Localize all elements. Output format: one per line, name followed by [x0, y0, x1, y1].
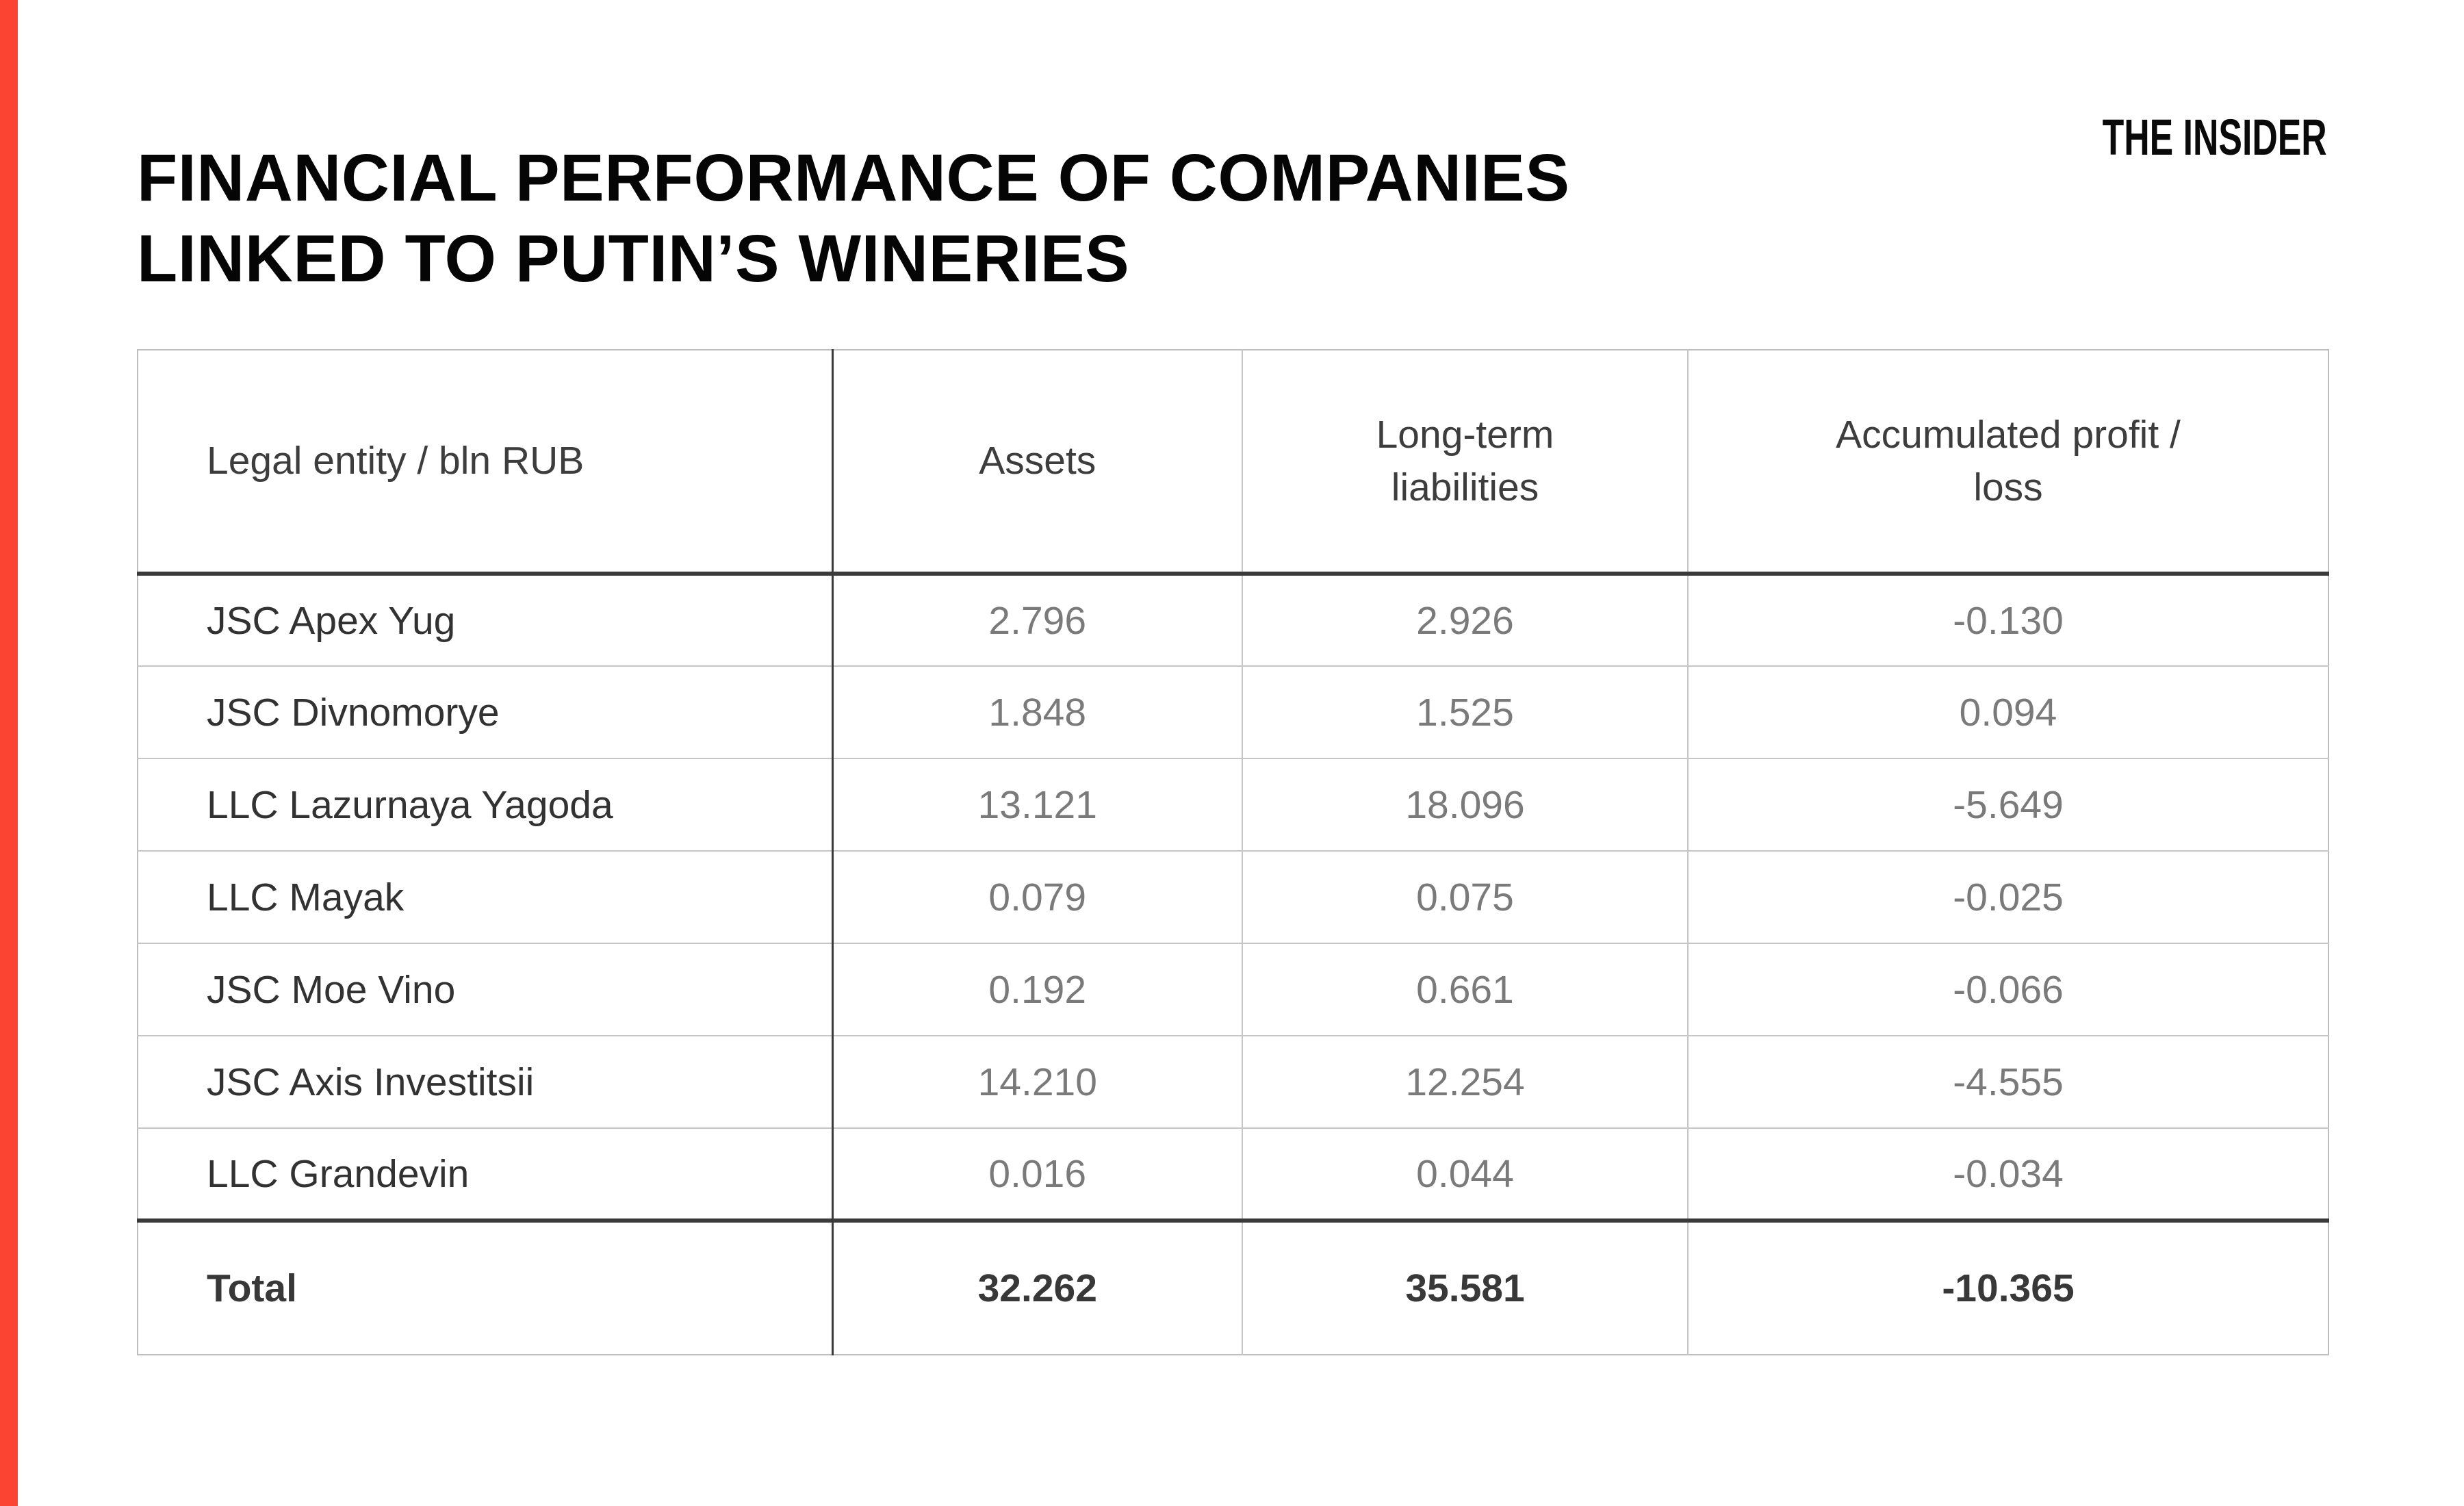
- assets-cell: 1.848: [832, 666, 1243, 759]
- profit-cell: -4.555: [1688, 1036, 2328, 1129]
- liabilities-cell: 0.075: [1242, 851, 1689, 944]
- total-row: Total 32.262 35.581 -10.365: [138, 1221, 2328, 1355]
- profit-cell: -0.130: [1688, 574, 2328, 667]
- profit-cell: -0.025: [1688, 851, 2328, 944]
- entity-cell: LLC Lazurnaya Yagoda: [138, 758, 834, 852]
- entity-cell: LLC Grandevin: [138, 1128, 834, 1223]
- assets-cell: 13.121: [832, 758, 1243, 852]
- liabilities-cell: 1.525: [1242, 666, 1689, 759]
- table-row: LLC Grandevin 0.016 0.044 -0.034: [138, 1128, 2328, 1223]
- financials-table: Legal entity / bln RUB Assets Long-term …: [137, 349, 2329, 1355]
- entity-cell: JSC Axis Investitsii: [138, 1036, 834, 1129]
- table-row: JSC Divnomorye 1.848 1.525 0.094: [138, 666, 2328, 759]
- profit-cell: -0.066: [1688, 943, 2328, 1036]
- table-row: JSC Axis Investitsii 14.210 12.254 -4.55…: [138, 1036, 2328, 1129]
- assets-cell: 2.796: [832, 574, 1243, 667]
- total-label-cell: Total: [138, 1221, 834, 1355]
- table-header-row: Legal entity / bln RUB Assets Long-term …: [138, 350, 2328, 576]
- profit-cell: 0.094: [1688, 666, 2328, 759]
- assets-cell: 0.079: [832, 851, 1243, 944]
- entity-cell: LLC Mayak: [138, 851, 834, 944]
- table-row: LLC Mayak 0.079 0.075 -0.025: [138, 851, 2328, 944]
- entity-cell: JSC Divnomorye: [138, 666, 834, 759]
- entity-cell: JSC Apex Yug: [138, 574, 834, 667]
- liabilities-cell: 12.254: [1242, 1036, 1689, 1129]
- profit-cell: -5.649: [1688, 758, 2328, 852]
- liabilities-cell: 18.096: [1242, 758, 1689, 852]
- table-row: JSC Moe Vino 0.192 0.661 -0.066: [138, 943, 2328, 1036]
- assets-cell: 0.192: [832, 943, 1243, 1036]
- liabilities-cell: 2.926: [1242, 574, 1689, 667]
- profit-cell: -0.034: [1688, 1128, 2328, 1223]
- table-row: JSC Apex Yug 2.796 2.926 -0.130: [138, 574, 2328, 667]
- header-assets: Assets: [832, 350, 1243, 576]
- total-profit-cell: -10.365: [1942, 1266, 2075, 1310]
- accent-bar: [0, 0, 18, 1506]
- header-entity: Legal entity / bln RUB: [138, 350, 834, 576]
- total-liabilities-cell: 35.581: [1242, 1221, 1689, 1355]
- brand-logo: THE INSIDER: [2102, 109, 2327, 166]
- page-title: FINANCIAL PERFORMANCE OF COMPANIES LINKE…: [137, 140, 1570, 296]
- header-liabilities: Long-term liabilities: [1242, 350, 1689, 576]
- total-assets-cell: 32.262: [832, 1221, 1243, 1355]
- liabilities-cell: 0.044: [1242, 1128, 1689, 1223]
- assets-cell: 14.210: [832, 1036, 1243, 1129]
- table-row: LLC Lazurnaya Yagoda 13.121 18.096 -5.64…: [138, 758, 2328, 852]
- header-profit: Accumulated profit / loss: [1688, 350, 2328, 576]
- entity-cell: JSC Moe Vino: [138, 943, 834, 1036]
- liabilities-cell: 0.661: [1242, 943, 1689, 1036]
- assets-cell: 0.016: [832, 1128, 1243, 1223]
